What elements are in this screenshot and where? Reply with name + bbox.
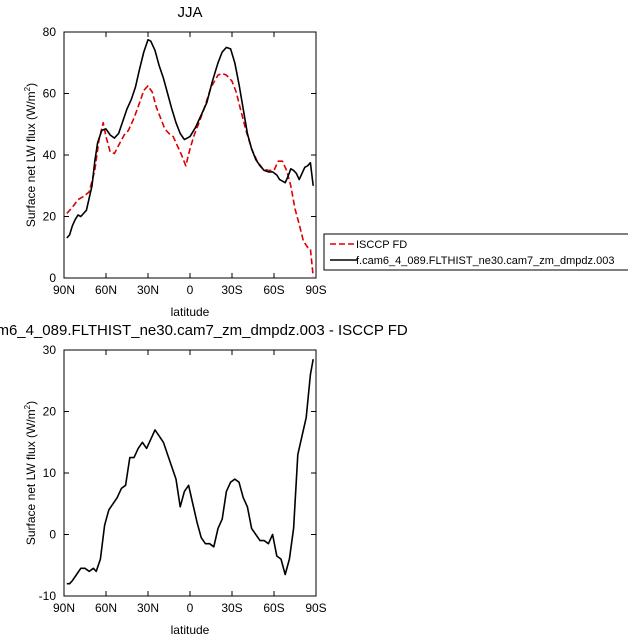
bottom-series-line-0 [66, 359, 314, 585]
bottom-y-tick-label: 0 [49, 528, 56, 542]
bottom-x-tick-label: 60S [263, 601, 284, 615]
top-x-tick-label: 90S [305, 283, 326, 297]
top-y-tick-label: 20 [43, 210, 57, 224]
bottom-y-tick-label: -10 [39, 589, 57, 603]
bottom-y-ticks: -10 0 10 20 30 [39, 343, 316, 603]
bottom-x-ticks: 90N 60N 30N 0 30S 60S 90S [53, 350, 327, 615]
legend-box [323, 233, 628, 271]
top-chart-title: JJA [177, 4, 202, 21]
bottom-y-axis-label-main: Surface net LW flux (W/m [24, 409, 38, 545]
bottom-series-lines [66, 359, 314, 585]
top-x-tick-label: 60S [263, 283, 284, 297]
bottom-plot-frame [63, 349, 317, 597]
top-x-ticks: 90N 60N 30N 0 30S 60S 90S [53, 32, 327, 297]
top-plot-frame [63, 31, 317, 279]
top-y-axis-label-sup: 2 [23, 86, 32, 91]
top-x-tick-label: 90N [53, 283, 75, 297]
top-x-axis-label: latitude [171, 305, 210, 319]
bottom-y-tick-label: 20 [43, 405, 57, 419]
bottom-y-axis-label: Surface net LW flux (W/m2) [23, 401, 38, 545]
top-y-axis-label: Surface net LW flux (W/m2) [23, 83, 38, 227]
top-y-axis-label-main: Surface net LW flux (W/m [24, 91, 38, 227]
top-series-lines [66, 38, 314, 277]
top-y-tick-label: 0 [49, 271, 56, 285]
top-y-ticks: 0 20 40 60 80 [43, 25, 316, 285]
bottom-chart-title: f.cam6_4_089.FLTHIST_ne30.cam7_zm_dmpdz.… [0, 322, 408, 339]
bottom-x-tick-label: 90N [53, 601, 75, 615]
bottom-y-tick-label: 30 [43, 343, 57, 357]
bottom-x-tick-label: 90S [305, 601, 326, 615]
top-x-tick-label: 60N [95, 283, 117, 297]
bottom-x-tick-label: 60N [95, 601, 117, 615]
top-y-tick-label: 80 [43, 25, 57, 39]
top-x-tick-label: 0 [187, 283, 194, 297]
top-panel: JJA 90N 60N 30N 0 30S 60S 90S 0 20 40 60 80 latitu… [23, 4, 628, 319]
top-series-line-0 [66, 72, 314, 277]
top-y-axis-label-close: ) [24, 83, 38, 87]
top-y-tick-label: 40 [43, 148, 57, 162]
top-x-tick-label: 30N [137, 283, 159, 297]
bottom-y-axis-label-sup: 2 [23, 404, 32, 409]
bottom-y-tick-label: 10 [43, 466, 57, 480]
bottom-y-axis-label-close: ) [24, 401, 38, 405]
bottom-panel: f.cam6_4_089.FLTHIST_ne30.cam7_zm_dmpdz.… [0, 322, 408, 637]
bottom-x-tick-label: 30S [221, 601, 242, 615]
top-y-tick-label: 60 [43, 87, 57, 101]
legend-label-model: f.cam6_4_089.FLTHIST_ne30.cam7_zm_dmpdz.… [356, 255, 614, 267]
legend-label-isccp: ISCCP FD [356, 239, 407, 251]
top-x-tick-label: 30S [221, 283, 242, 297]
legend: ISCCP FD f.cam6_4_089.FLTHIST_ne30.cam7_… [323, 233, 628, 271]
top-series-line-1 [66, 38, 314, 239]
bottom-x-tick-label: 0 [187, 601, 194, 615]
bottom-x-tick-label: 30N [137, 601, 159, 615]
bottom-x-axis-label: latitude [171, 623, 210, 637]
